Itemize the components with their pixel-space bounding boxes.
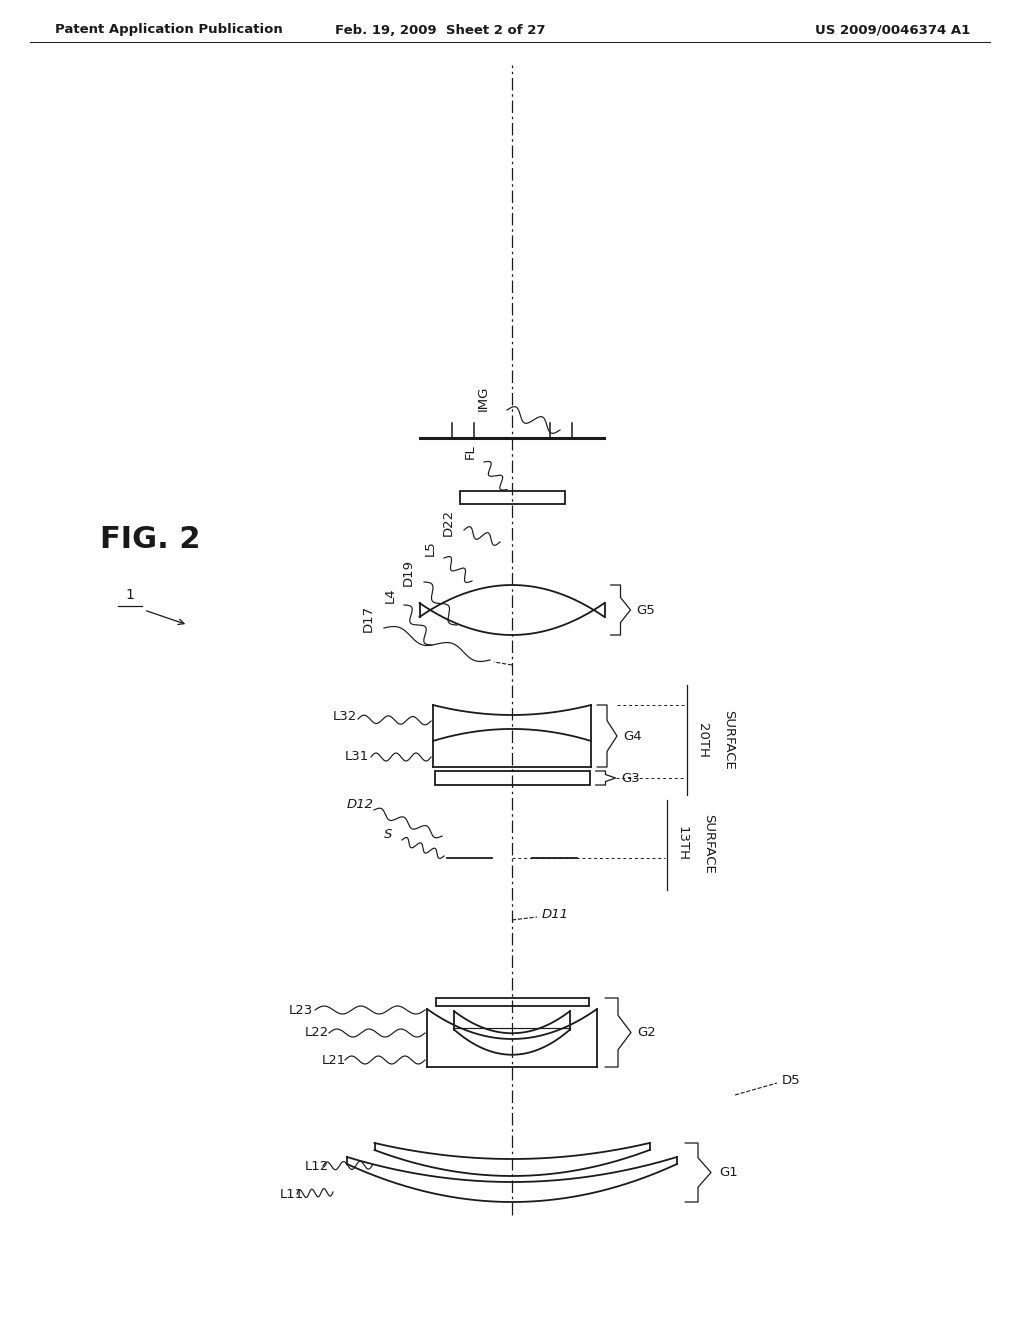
Text: D19: D19 — [402, 558, 415, 586]
Text: G5: G5 — [637, 603, 655, 616]
Text: L12: L12 — [305, 1159, 330, 1172]
Text: G1: G1 — [719, 1166, 737, 1179]
Text: FIG. 2: FIG. 2 — [100, 525, 201, 554]
Text: L23: L23 — [289, 1003, 313, 1016]
Text: Patent Application Publication: Patent Application Publication — [55, 24, 283, 37]
Text: 13TH: 13TH — [676, 826, 688, 862]
Text: L4: L4 — [384, 587, 397, 603]
Text: 1: 1 — [126, 587, 134, 602]
Bar — [434, 771, 590, 785]
Text: IMG: IMG — [477, 385, 490, 411]
Text: FL: FL — [464, 445, 477, 459]
Text: S: S — [384, 828, 392, 841]
Text: G3: G3 — [622, 771, 640, 784]
Text: Feb. 19, 2009  Sheet 2 of 27: Feb. 19, 2009 Sheet 2 of 27 — [335, 24, 545, 37]
Text: D12: D12 — [347, 797, 374, 810]
Text: D22: D22 — [442, 508, 455, 536]
Text: L5: L5 — [424, 540, 437, 556]
Text: L11: L11 — [280, 1188, 304, 1200]
Text: D5: D5 — [782, 1074, 801, 1088]
Text: SURFACE: SURFACE — [723, 710, 735, 770]
Text: L21: L21 — [322, 1053, 346, 1067]
Bar — [435, 998, 589, 1006]
Text: L31: L31 — [345, 751, 370, 763]
Text: D17: D17 — [362, 605, 375, 631]
Text: D11: D11 — [542, 908, 569, 921]
Text: US 2009/0046374 A1: US 2009/0046374 A1 — [815, 24, 970, 37]
Text: 20TH: 20TH — [695, 722, 709, 758]
Bar — [460, 491, 564, 504]
Text: G2: G2 — [637, 1026, 655, 1039]
Text: SURFACE: SURFACE — [702, 814, 716, 874]
Text: L22: L22 — [305, 1027, 330, 1040]
Text: G4: G4 — [623, 730, 642, 742]
Text: L32: L32 — [333, 710, 357, 723]
